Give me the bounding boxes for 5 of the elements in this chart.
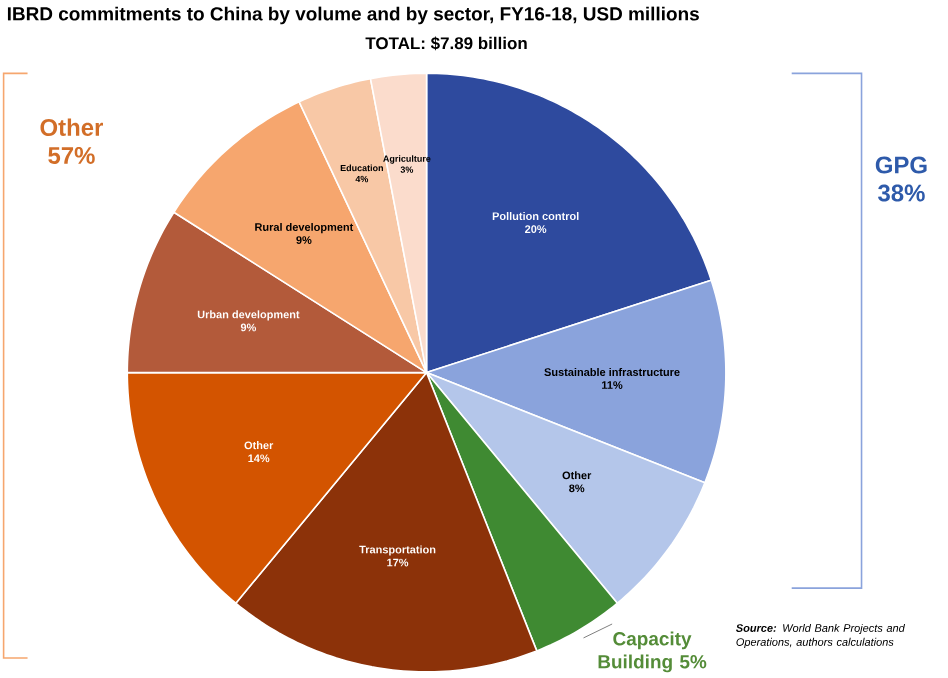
text: GPG 38% xyxy=(875,156,927,202)
chart-title: IBRD commitments to China by volume and by sector, FY16-18, USD millions xyxy=(7,6,699,24)
text: Other 57% xyxy=(40,117,103,164)
text: Capacity Building 5% xyxy=(598,631,707,672)
chart-subtitle: TOTAL: $7.89 billion xyxy=(365,36,527,50)
